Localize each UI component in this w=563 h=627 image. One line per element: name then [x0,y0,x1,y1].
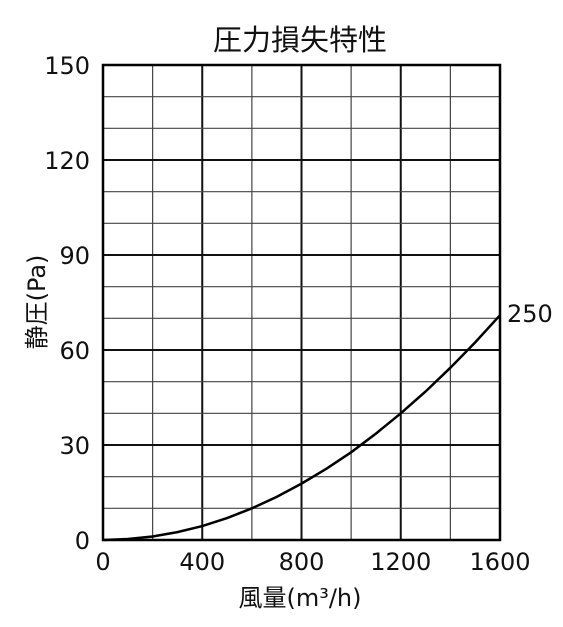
x-tick-label: 400 [179,548,225,576]
grid [101,63,502,542]
x-tick-label: 800 [279,548,325,576]
x-axis-label: 風量(m³/h) [238,584,361,612]
y-tick-label: 90 [59,242,90,270]
x-tick-label: 0 [95,548,110,576]
x-tick-label: 1600 [469,548,530,576]
y-tick-label: 150 [44,52,90,80]
series-line [102,314,501,542]
y-tick-label: 0 [75,527,90,555]
x-tick-label: 1200 [370,548,431,576]
y-tick-label: 120 [44,147,90,175]
series-label: 250 [507,300,553,328]
y-tick-label: 30 [59,432,90,460]
y-axis-label: 静圧(Pa) [23,255,51,350]
chart-title: 圧力損失特性 [213,23,387,57]
tick-labels: 0 400 800 1200 1600 0 30 60 90 120 150 [44,52,530,576]
series-layer: 250 [102,300,553,542]
plot-frame [101,63,502,542]
y-tick-label: 60 [59,337,90,365]
